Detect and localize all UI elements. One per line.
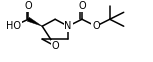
Text: O: O — [24, 1, 32, 11]
Text: O: O — [78, 1, 86, 11]
Text: O: O — [51, 41, 59, 51]
Polygon shape — [27, 17, 42, 26]
Text: HO: HO — [6, 21, 21, 31]
Text: N: N — [64, 21, 72, 31]
Text: O: O — [92, 21, 100, 31]
